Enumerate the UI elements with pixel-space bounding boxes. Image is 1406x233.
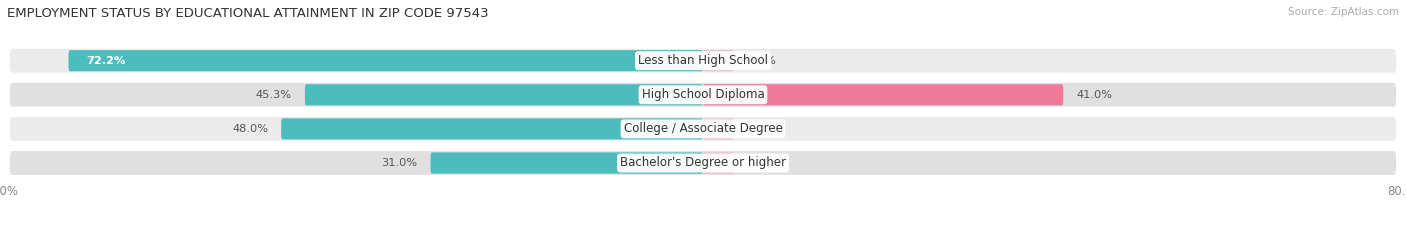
Text: 72.2%: 72.2%: [86, 56, 125, 66]
FancyBboxPatch shape: [703, 152, 734, 174]
Text: 0.0%: 0.0%: [747, 56, 776, 66]
FancyBboxPatch shape: [8, 116, 1398, 142]
Text: College / Associate Degree: College / Associate Degree: [624, 122, 782, 135]
Text: 41.0%: 41.0%: [1077, 90, 1112, 100]
Text: 31.0%: 31.0%: [381, 158, 418, 168]
Text: Bachelor's Degree or higher: Bachelor's Degree or higher: [620, 157, 786, 169]
FancyBboxPatch shape: [8, 48, 1398, 74]
Text: 0.0%: 0.0%: [747, 124, 776, 134]
Text: High School Diploma: High School Diploma: [641, 88, 765, 101]
FancyBboxPatch shape: [281, 118, 703, 140]
Text: 48.0%: 48.0%: [232, 124, 269, 134]
FancyBboxPatch shape: [430, 152, 703, 174]
FancyBboxPatch shape: [69, 50, 703, 71]
FancyBboxPatch shape: [703, 118, 734, 140]
FancyBboxPatch shape: [8, 82, 1398, 108]
FancyBboxPatch shape: [8, 150, 1398, 176]
Text: Source: ZipAtlas.com: Source: ZipAtlas.com: [1288, 7, 1399, 17]
Text: Less than High School: Less than High School: [638, 54, 768, 67]
FancyBboxPatch shape: [305, 84, 703, 105]
FancyBboxPatch shape: [703, 84, 1063, 105]
Text: 0.0%: 0.0%: [747, 158, 776, 168]
Legend: In Labor Force, Unemployed: In Labor Force, Unemployed: [596, 230, 810, 233]
Text: EMPLOYMENT STATUS BY EDUCATIONAL ATTAINMENT IN ZIP CODE 97543: EMPLOYMENT STATUS BY EDUCATIONAL ATTAINM…: [7, 7, 489, 20]
Text: 45.3%: 45.3%: [256, 90, 292, 100]
FancyBboxPatch shape: [703, 50, 734, 71]
